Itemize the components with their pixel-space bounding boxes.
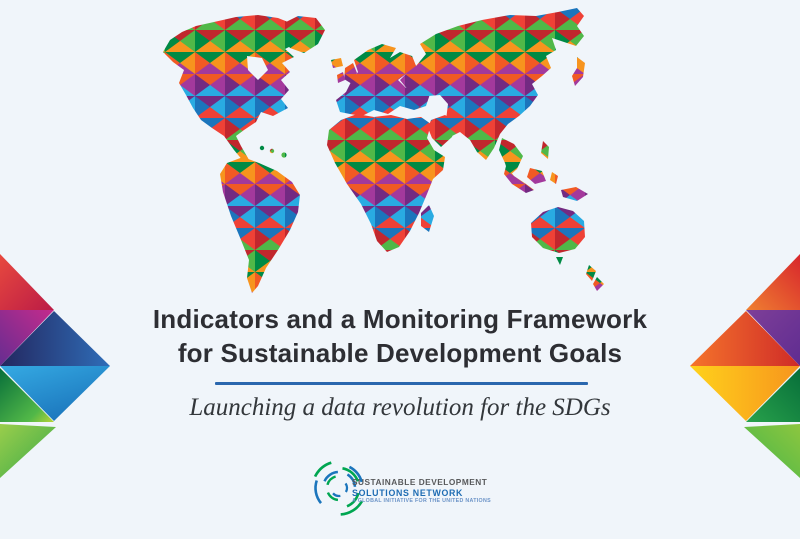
logo-line-un-initiative: A GLOBAL INITIATIVE FOR THE UNITED NATIO…	[352, 497, 491, 504]
left-triangles-decoration	[0, 254, 110, 478]
island-madagascar	[421, 205, 434, 232]
sdsn-circular-arcs-icon	[312, 460, 366, 516]
island-borneo	[527, 168, 546, 184]
island-caribbean-2	[269, 148, 275, 154]
island-philippines	[541, 141, 549, 159]
island-iceland	[331, 58, 343, 68]
island-sumatra	[504, 166, 534, 193]
continent-south-america	[220, 157, 300, 293]
continent-australia	[531, 207, 585, 253]
island-sulawesi	[550, 172, 558, 184]
sdsn-logo-text: SUSTAINABLE DEVELOPMENT SOLUTIONS NETWOR…	[352, 452, 491, 505]
island-new-zealand-north	[586, 265, 596, 281]
island-new-guinea	[561, 187, 588, 201]
island-britain	[344, 63, 357, 84]
right-triangles-decoration	[690, 254, 800, 478]
page-title: Indicators and a Monitoring Framework fo…	[0, 302, 800, 370]
sdsn-logo: SUSTAINABLE DEVELOPMENT SOLUTIONS NETWOR…	[312, 452, 491, 524]
island-greenland	[281, 16, 325, 53]
title-line-2: for Sustainable Development Goals	[177, 338, 623, 368]
logo-line-sustainable-development: SUSTAINABLE DEVELOPMENT	[352, 477, 488, 487]
island-caribbean-3	[281, 152, 287, 158]
continent-africa	[327, 114, 445, 252]
island-new-zealand-south	[593, 277, 604, 291]
island-japan	[572, 57, 585, 86]
island-ireland	[337, 72, 345, 83]
continent-north-america	[163, 15, 299, 166]
island-tasmania	[556, 257, 563, 265]
title-line-1: Indicators and a Monitoring Framework	[152, 304, 648, 334]
continent-asia	[398, 8, 584, 160]
page-subtitle: Launching a data revolution for the SDGs	[189, 394, 611, 421]
island-caribbean-1	[259, 145, 265, 151]
title-divider-rule	[215, 382, 588, 385]
region-indochina	[499, 138, 523, 176]
logo-line-solutions-network: SOLUTIONS NETWORK	[352, 487, 464, 498]
